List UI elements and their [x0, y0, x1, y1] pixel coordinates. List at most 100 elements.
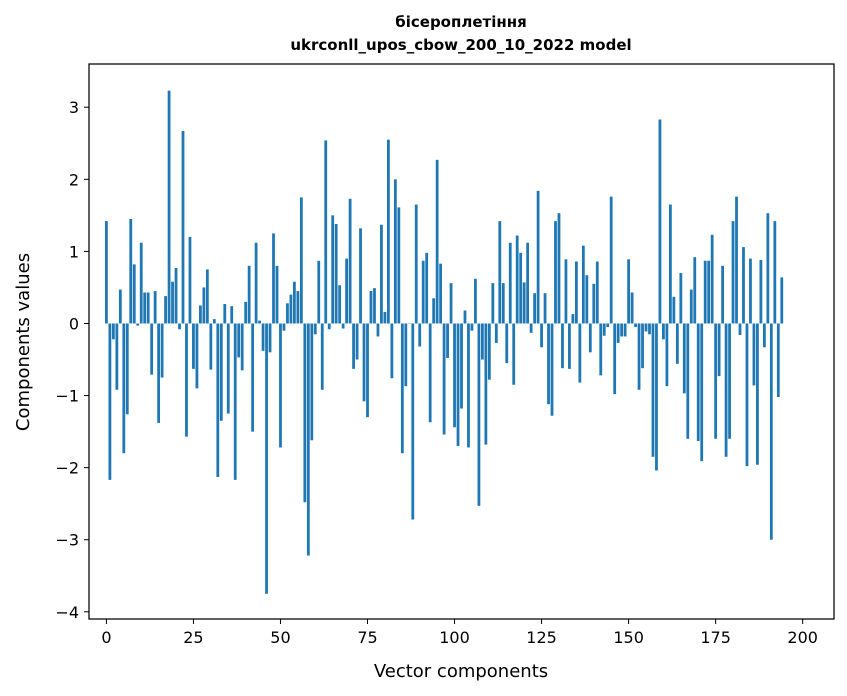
bar [334, 224, 338, 324]
bar [205, 269, 209, 324]
bar [749, 258, 752, 324]
bar [387, 139, 390, 324]
bar [261, 323, 265, 351]
bar [122, 323, 126, 454]
bar [512, 323, 516, 385]
bar [773, 221, 777, 324]
y-tick-label: −2 [55, 459, 79, 478]
bar [219, 323, 223, 421]
bar [568, 323, 571, 369]
bar [679, 273, 683, 324]
chart-title: бісероплетіння [395, 13, 526, 31]
bar [310, 323, 314, 441]
bar [574, 261, 578, 324]
bar [244, 301, 248, 324]
bar [554, 221, 557, 324]
bar [428, 323, 432, 423]
bar [129, 218, 133, 324]
bar [432, 298, 436, 324]
bar [212, 319, 216, 324]
bar [320, 323, 324, 390]
bar [717, 323, 721, 377]
bar [286, 303, 289, 324]
bar [474, 278, 477, 324]
bar [157, 323, 161, 423]
x-tick-label: 25 [183, 628, 203, 647]
bar [536, 190, 540, 324]
bar [143, 292, 147, 324]
bar [776, 323, 780, 397]
bar [658, 119, 662, 324]
bar [223, 304, 227, 324]
bar [146, 292, 150, 324]
bar [623, 323, 627, 337]
bar [522, 282, 526, 324]
bar [756, 323, 759, 465]
bars-group [105, 90, 784, 594]
bar [759, 260, 763, 324]
bar [303, 323, 307, 503]
y-axis: −4 −3 −2 −1 0 1 2 3 [55, 98, 89, 622]
bar [595, 261, 599, 324]
bar [672, 296, 676, 324]
bar [557, 213, 561, 324]
y-axis-title: Components values [13, 253, 34, 431]
bar [369, 291, 373, 324]
bar [279, 323, 282, 448]
bar [477, 323, 481, 506]
bar [202, 287, 206, 324]
bar [599, 323, 603, 376]
y-tick-label: 0 [69, 314, 79, 333]
bar [404, 323, 408, 387]
bar [251, 323, 255, 432]
bar [533, 293, 536, 324]
bar [467, 323, 470, 448]
bar [470, 323, 474, 331]
y-tick-label: 2 [69, 170, 79, 189]
bar [185, 323, 188, 437]
bar [362, 323, 366, 402]
bar [150, 323, 154, 375]
bar [178, 323, 181, 330]
bar [167, 90, 171, 324]
bar [324, 140, 328, 324]
bar [571, 314, 575, 324]
bar [105, 221, 108, 324]
bar [400, 323, 404, 454]
bar [174, 267, 178, 324]
bar [561, 323, 564, 369]
bar [689, 289, 693, 324]
bar [721, 265, 724, 324]
bar [456, 323, 460, 447]
bar [240, 323, 244, 371]
bar [275, 265, 279, 324]
bar [620, 323, 624, 337]
bar [550, 323, 554, 416]
bar [237, 323, 241, 358]
bar [700, 323, 704, 462]
bar [306, 323, 310, 556]
chart-subtitle: ukrconll_upos_cbow_200_10_2022 model [290, 36, 631, 54]
bar [724, 323, 728, 457]
bar [742, 247, 745, 324]
bar [762, 323, 766, 348]
bar [481, 323, 484, 360]
bar [606, 323, 610, 328]
bar [581, 245, 585, 324]
bar [769, 323, 773, 540]
bar [439, 263, 443, 324]
bar [655, 323, 658, 471]
bar [247, 265, 251, 324]
bar [393, 179, 397, 324]
plot-frame [88, 63, 835, 620]
bar [132, 264, 136, 324]
bar [442, 323, 446, 435]
bar [637, 323, 641, 390]
bar [543, 293, 547, 324]
bar [515, 235, 519, 324]
bar [682, 323, 686, 394]
bar [494, 323, 498, 343]
y-tick-label: −4 [55, 603, 79, 622]
bar [460, 323, 463, 409]
bar [752, 323, 756, 386]
